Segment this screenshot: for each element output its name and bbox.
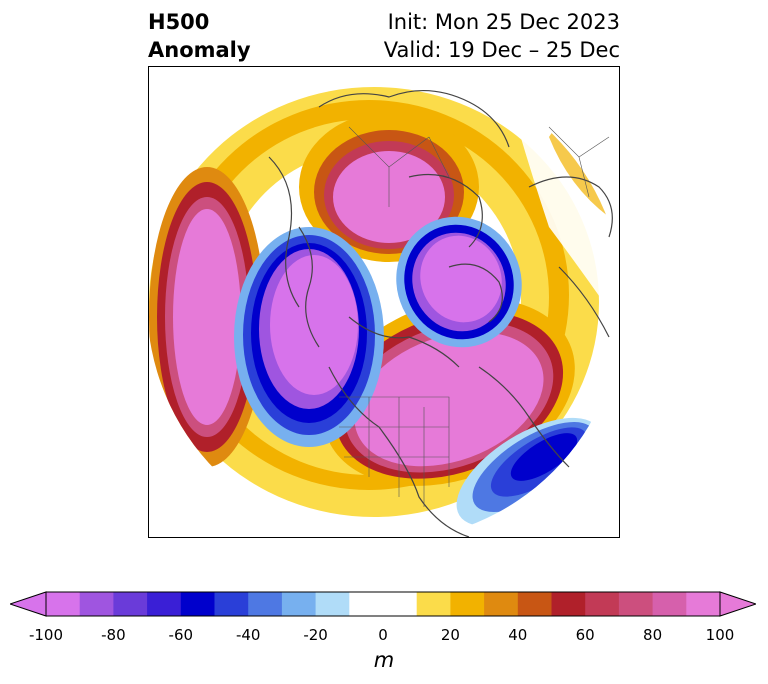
- colorbar-cell: [281, 592, 317, 616]
- colorbar: [10, 591, 756, 617]
- colorbar-cell: [214, 592, 249, 616]
- colorbar-extend-min: [10, 591, 47, 617]
- colorbar-cell: [248, 592, 283, 616]
- borders: [339, 126, 610, 507]
- valid-range: Valid: 19 Dec – 25 Dec: [383, 38, 620, 62]
- colorbar-cell: [180, 592, 215, 616]
- chart-title: H500 Anomaly: [148, 8, 251, 64]
- colorbar-cell: [349, 592, 384, 616]
- colorbar-tick-label: -20: [303, 626, 328, 644]
- polar-map: [148, 66, 620, 538]
- colorbar-cell: [686, 592, 721, 616]
- colorbar-cell: [315, 592, 350, 616]
- colorbar-tick-label: 0: [378, 626, 388, 644]
- init-time: Init: Mon 25 Dec 2023: [387, 10, 620, 34]
- colorbar-cell: [383, 592, 418, 616]
- colorbar-cell: [46, 592, 81, 616]
- colorbar-cell: [416, 592, 451, 616]
- colorbar-cell: [551, 592, 586, 616]
- colorbar-cell: [113, 592, 148, 616]
- colorbar-cell: [652, 592, 687, 616]
- colorbar-tick-label: 20: [440, 626, 460, 644]
- run-info: Init: Mon 25 Dec 2023 Valid: 19 Dec – 25…: [384, 8, 620, 64]
- colorbar-cell: [147, 592, 182, 616]
- colorbar-tick-label: -80: [101, 626, 126, 644]
- colorbar-tick-label: -60: [168, 626, 194, 644]
- colorbar-units: m: [373, 648, 395, 672]
- colorbar-tick-label: 40: [508, 626, 528, 644]
- colorbar-cell: [585, 592, 620, 616]
- colorbar-extend-max: [719, 591, 756, 617]
- colorbar-tick-label: 60: [575, 626, 595, 644]
- anomaly-field: [149, 67, 619, 537]
- title-line2: Anomaly: [148, 38, 251, 62]
- colorbar-tick-label: -100: [28, 626, 64, 644]
- colorbar-cell: [484, 592, 519, 616]
- colorbar-cell: [517, 592, 552, 616]
- coastlines: [268, 90, 613, 537]
- colorbar-tick-label: 100: [705, 626, 735, 644]
- colorbar-cell: [618, 592, 654, 616]
- title-line1: H500: [148, 10, 210, 34]
- colorbar-cell: [79, 592, 114, 616]
- colorbar-tick-label: -40: [235, 626, 261, 644]
- colorbar-cell: [450, 592, 485, 616]
- colorbar-tick-label: 80: [643, 626, 663, 644]
